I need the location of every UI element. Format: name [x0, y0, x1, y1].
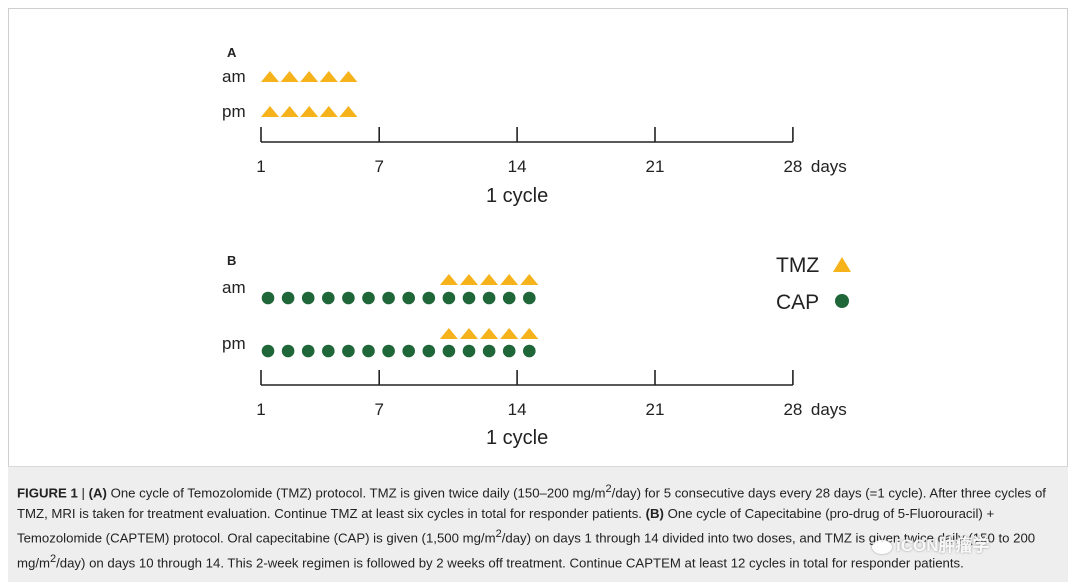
caption-box: [8, 466, 1068, 582]
row-label-pm: pm: [222, 102, 246, 121]
wechat-logo-icon: [872, 539, 892, 554]
cap-dot-icon: [362, 291, 375, 305]
tmz-triangle-icon: [300, 106, 319, 117]
cap-dot-icon: [281, 291, 295, 305]
cap-dot-icon: [422, 344, 436, 358]
tmz-triangle-icon: [500, 274, 519, 285]
cap-dot-icon: [523, 291, 536, 305]
cap-dot-icon: [462, 344, 476, 358]
tmz-triangle-icon: [520, 328, 539, 339]
cap-dot-icon: [301, 344, 315, 358]
tick-label: 7: [374, 400, 383, 419]
caption-superscript: 2: [495, 528, 502, 541]
cap-dot-icon: [342, 291, 355, 305]
cap-dot-icon: [502, 291, 516, 305]
caption-part-b-text-2: /day) on days 1 through 14 divided into …: [17, 530, 1036, 571]
tick-label: 7: [374, 157, 383, 176]
panel-label: A: [227, 45, 237, 60]
cap-dot-icon: [322, 291, 335, 305]
tmz-triangle-icon: [280, 106, 299, 117]
cap-dot-icon: [362, 344, 375, 358]
tmz-triangle-icon: [439, 274, 458, 285]
legend-tmz-label: TMZ: [776, 254, 819, 277]
tmz-triangle-icon: [300, 71, 319, 82]
cap-dot-icon: [382, 291, 395, 305]
tmz-triangle-icon: [339, 71, 358, 82]
row-label-am: am: [222, 278, 246, 297]
caption-part-b-text-3: /day) on days 10 through 14. This 2-week…: [56, 555, 964, 571]
cap-dot-icon: [382, 344, 395, 358]
tmz-triangle-icon: [319, 71, 338, 82]
tmz-triangle-icon: [460, 274, 478, 285]
axis-unit-label: days: [811, 400, 847, 419]
caption-superscript: 2: [605, 483, 612, 495]
tick-label: 21: [646, 400, 665, 419]
cap-dot-icon: [502, 344, 516, 358]
tmz-triangle-icon: [339, 106, 358, 117]
cap-dot-icon: [301, 291, 315, 305]
tick-label: 14: [508, 157, 527, 176]
tmz-triangle-icon: [439, 328, 458, 339]
caption-part-a-text-1: One cycle of Temozolomide (TMZ) protocol…: [106, 485, 606, 501]
cap-dot-icon: [342, 344, 355, 358]
tmz-triangle-icon: [261, 71, 279, 82]
cap-dot-icon: [261, 291, 275, 305]
tmz-triangle-icon: [261, 106, 279, 117]
tick-label: 1: [256, 157, 265, 176]
tmz-triangle-icon: [500, 328, 519, 339]
tick-label: 21: [646, 157, 665, 176]
cap-dot-icon: [442, 344, 456, 358]
caption-part-b-label: (B): [645, 506, 664, 522]
panel-label: B: [227, 253, 236, 268]
tick-label: 28: [783, 157, 802, 176]
cap-dot-icon: [261, 344, 275, 358]
legend: TMZ CAP: [776, 254, 851, 314]
caption-superscript: 2: [49, 552, 57, 565]
figure-caption: FIGURE 1 | (A) One cycle of Temozolomide…: [17, 479, 1062, 573]
cap-dot-icon: [462, 291, 476, 305]
cap-dot-icon: [402, 291, 416, 305]
axis-unit-label: days: [811, 157, 847, 176]
tmz-triangle-icon: [319, 106, 338, 117]
cap-dot-icon: [281, 344, 295, 358]
panel-b: Bam pm 1 7 14 21 28 days 1 cycle: [222, 253, 847, 449]
watermark: iCON肿瘤学: [872, 531, 1057, 557]
tmz-triangle-icon: [480, 274, 499, 285]
cap-dot-icon: [523, 344, 536, 358]
cap-dot-icon: [442, 291, 456, 305]
protocol-diagram: Aam pm 1 7 14 21 28 days 1 cycle Bam pm 1 7 14 21 28 da…: [222, 45, 851, 449]
tick-label: 28: [783, 400, 802, 419]
row-label-pm: pm: [222, 334, 246, 353]
panel-a: Aam pm 1 7 14 21 28 days 1 cycle: [222, 45, 847, 207]
cap-dot-icon: [482, 344, 496, 358]
legend-cap-label: CAP: [776, 291, 819, 314]
tmz-triangle-icon: [520, 274, 539, 285]
legend-tmz-triangle-icon: [833, 257, 851, 272]
tmz-triangle-icon: [460, 328, 478, 339]
tmz-triangle-icon: [280, 71, 299, 82]
legend-cap-dot-icon: [835, 294, 849, 308]
cap-dot-icon: [482, 291, 496, 305]
cap-dot-icon: [322, 344, 335, 358]
tmz-triangle-icon: [480, 328, 499, 339]
caption-part-a-text-2: /day) for 5 consecutive days every 28 da…: [17, 485, 1046, 522]
watermark-text: iCON肿瘤学: [896, 536, 990, 555]
cap-dot-icon: [402, 344, 416, 358]
caption-part-b-text-1: One cycle of Capecitabine (pro-drug of 5…: [17, 506, 995, 546]
row-label-am: am: [222, 67, 246, 86]
caption-part-a-label: (A): [88, 485, 107, 501]
tick-label: 1: [256, 400, 265, 419]
figure-label: FIGURE 1: [17, 485, 78, 501]
cycle-label: 1 cycle: [486, 427, 548, 449]
tick-label: 14: [508, 400, 527, 419]
cycle-label: 1 cycle: [486, 185, 548, 207]
caption-separator: |: [77, 485, 89, 501]
cap-dot-icon: [422, 291, 436, 305]
